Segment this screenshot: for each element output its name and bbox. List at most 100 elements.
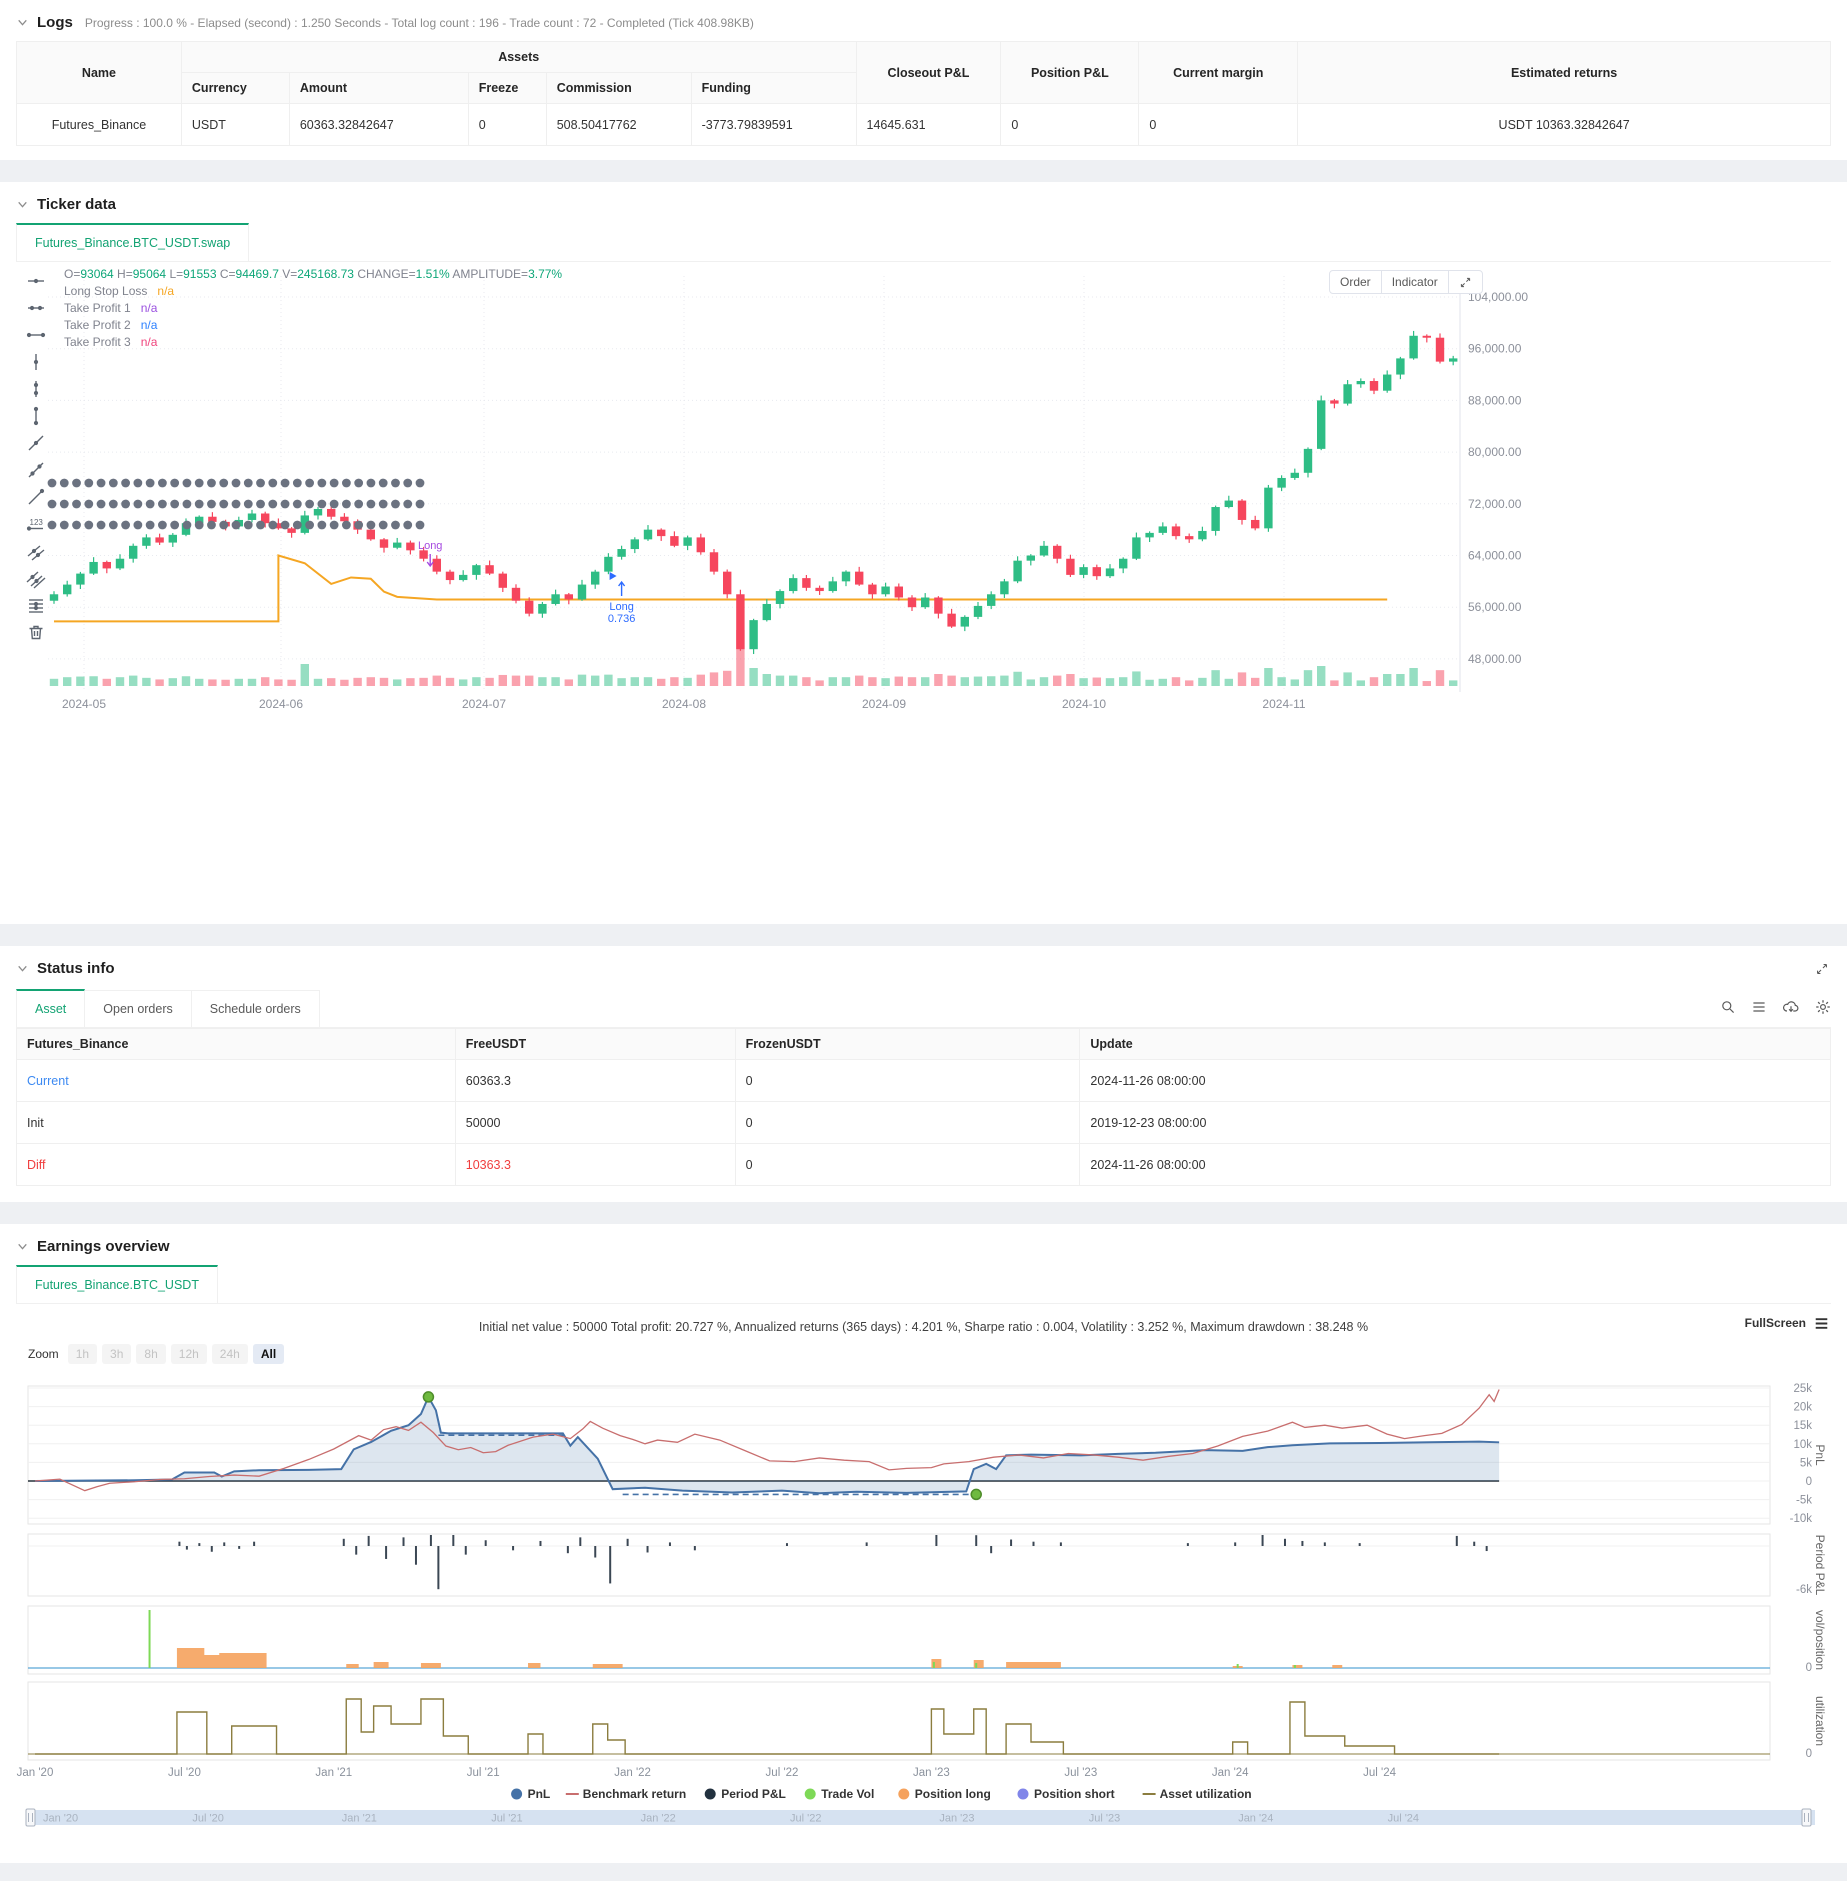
vertical-dot-icon[interactable]	[24, 351, 48, 373]
legend-item-pnl[interactable]: PnL	[511, 1787, 550, 1801]
svg-text:-6k: -6k	[1796, 1584, 1812, 1596]
column-header: Funding	[690, 72, 857, 104]
svg-text:2024-08: 2024-08	[662, 697, 706, 711]
column-header: Futures_Binance	[16, 1028, 456, 1060]
earnings-collapse-chevron-icon[interactable]	[16, 1240, 29, 1253]
ticker-symbol-tab[interactable]: Futures_Binance.BTC_USDT.swap	[16, 223, 250, 261]
svg-text:Period P&L: Period P&L	[721, 1787, 786, 1801]
logs-collapse-chevron-icon[interactable]	[16, 16, 29, 29]
table-cell: Futures_Binance	[16, 103, 182, 146]
ticker-collapse-chevron-icon[interactable]	[16, 198, 29, 211]
overlay-legend-row: Take Profit 3 n/a	[64, 335, 158, 349]
list-icon[interactable]	[1751, 999, 1767, 1015]
legend-item-position-short[interactable]: Position short	[1017, 1787, 1115, 1801]
chart-menu-icon[interactable]	[1814, 1317, 1829, 1330]
navigator-left-handle[interactable]	[25, 1808, 36, 1827]
svg-text:123: 123	[30, 518, 44, 527]
gear-icon[interactable]	[1815, 999, 1831, 1015]
logs-section: Logs Progress : 100.0 % - Elapsed (secon…	[0, 0, 1847, 160]
table-cell: -3773.79839591	[690, 103, 857, 146]
zoom-button-1h[interactable]: 1h	[67, 1344, 98, 1364]
fullscreen-button[interactable]: FullScreen	[1744, 1316, 1806, 1330]
column-header: Current margin	[1138, 41, 1299, 104]
svg-text:48,000.00: 48,000.00	[1468, 652, 1522, 666]
earnings-section: Earnings overview Futures_Binance.BTC_US…	[0, 1224, 1847, 1863]
svg-text:Jan '23: Jan '23	[913, 1767, 950, 1779]
price-note-123-icon[interactable]: 123	[24, 513, 48, 535]
horizontal-stack-icon[interactable]	[24, 594, 48, 616]
svg-text:Jan '21: Jan '21	[342, 1813, 377, 1825]
table-cell: 60363.32842647	[288, 103, 469, 146]
column-header: Position P&L	[1000, 41, 1140, 104]
zoom-label: Zoom	[28, 1347, 59, 1361]
trend-line-icon[interactable]	[24, 432, 48, 454]
delete-icon[interactable]	[24, 621, 48, 643]
earnings-chart[interactable]: 25k 20k 15k 10k 5k 0 -5k -10k -6k 0 0 PnL Period P&L…	[16, 1366, 1831, 1837]
search-icon[interactable]	[1720, 999, 1736, 1015]
zoom-button-all[interactable]: All	[252, 1344, 285, 1364]
chart-fullscreen-icon[interactable]	[1447, 271, 1482, 293]
svg-text:Jul '20: Jul '20	[192, 1813, 223, 1825]
table-cell: 0	[1000, 103, 1140, 146]
svg-text:2024-10: 2024-10	[1062, 697, 1106, 711]
zoom-button-24h[interactable]: 24h	[211, 1344, 248, 1364]
overlay-legend-row: Long Stop Loss n/a	[64, 284, 175, 298]
column-header: Freeze	[467, 72, 547, 104]
svg-text:Jan '24: Jan '24	[1238, 1813, 1273, 1825]
crosshair-line-icon[interactable]	[24, 270, 48, 292]
svg-text:88,000.00: 88,000.00	[1468, 393, 1522, 407]
parallel-lines-icon[interactable]	[24, 540, 48, 562]
tab-open-orders[interactable]: Open orders	[85, 990, 192, 1027]
logs-title: Logs	[37, 14, 73, 31]
indicator-button[interactable]: Indicator	[1380, 271, 1448, 293]
legend-item-asset-utilization[interactable]: Asset utilization	[1142, 1787, 1252, 1801]
ticker-title: Ticker data	[37, 196, 116, 213]
earnings-symbol-tab[interactable]: Futures_Binance.BTC_USDT	[16, 1265, 218, 1303]
svg-text:Jan '23: Jan '23	[939, 1813, 974, 1825]
zoom-button-12h[interactable]: 12h	[170, 1344, 207, 1364]
tab-asset[interactable]: Asset	[16, 989, 86, 1027]
table-row: Futures_Binance USDT 60363.32842647 0 508.50…	[16, 103, 1831, 146]
cloud-download-icon[interactable]	[1782, 999, 1800, 1015]
navigator-right-handle[interactable]	[1801, 1808, 1812, 1827]
legend-item-trade-vol[interactable]: Trade Vol	[804, 1787, 875, 1801]
svg-text:2024-07: 2024-07	[462, 697, 506, 711]
free-usdt-value: 10363.3	[454, 1143, 736, 1186]
legend-item-position-long[interactable]: Position long	[898, 1787, 991, 1801]
legend-item-period-p-l[interactable]: Period P&L	[704, 1787, 786, 1801]
legend-item-benchmark-return[interactable]: Benchmark return	[565, 1787, 686, 1801]
earnings-stats: Initial net value : 50000 Total profit: …	[478, 1320, 1369, 1334]
svg-text:5k: 5k	[1800, 1457, 1812, 1469]
row-label[interactable]: Current	[16, 1059, 456, 1102]
ray-line-icon[interactable]	[24, 486, 48, 508]
svg-text:Long: Long	[418, 540, 442, 552]
tab-schedule-orders[interactable]: Schedule orders	[191, 990, 320, 1027]
zoom-button-8h[interactable]: 8h	[136, 1344, 166, 1364]
chart-drawing-toolbar: 123	[18, 270, 54, 643]
vertical-segment-icon[interactable]	[24, 405, 48, 427]
vertical-two-dots-icon[interactable]	[24, 378, 48, 400]
svg-text:0: 0	[1806, 1476, 1812, 1488]
table-cell: 508.50417762	[545, 103, 692, 146]
zoom-button-3h[interactable]: 3h	[102, 1344, 132, 1364]
row-label: Diff	[16, 1143, 456, 1186]
status-section: Status info Asset Open orders Schedule o…	[0, 946, 1847, 1202]
status-expand-icon[interactable]	[1815, 962, 1829, 976]
status-collapse-chevron-icon[interactable]	[16, 962, 29, 975]
order-button[interactable]: Order	[1340, 275, 1371, 289]
parallel-channel-icon[interactable]	[24, 567, 48, 589]
trend-line-dots-icon[interactable]	[24, 459, 48, 481]
svg-text:Jul '24: Jul '24	[1388, 1813, 1419, 1825]
horizontal-segment-icon[interactable]	[24, 324, 48, 346]
table-row: Current 60363.3 0 2024-11-26 08:00:00	[16, 1059, 1831, 1102]
candlestick-plot[interactable]: 104,000.00 96,000.00 88,000.00 80,000.00 72,…	[16, 262, 1831, 714]
svg-text:72,000.00: 72,000.00	[1468, 497, 1522, 511]
svg-text:Period P&L: Period P&L	[1813, 1535, 1827, 1596]
candlestick-chart[interactable]: 123 O=93064 H=95064 L=91553 C=94469.7 V=…	[16, 262, 1831, 734]
navigator-track[interactable]	[30, 1810, 1815, 1825]
svg-text:Jul '21: Jul '21	[467, 1767, 500, 1779]
table-cell: 0	[1138, 103, 1299, 146]
overlay-legend-row: Take Profit 2 n/a	[64, 318, 158, 332]
horizontal-two-dots-icon[interactable]	[24, 297, 48, 319]
